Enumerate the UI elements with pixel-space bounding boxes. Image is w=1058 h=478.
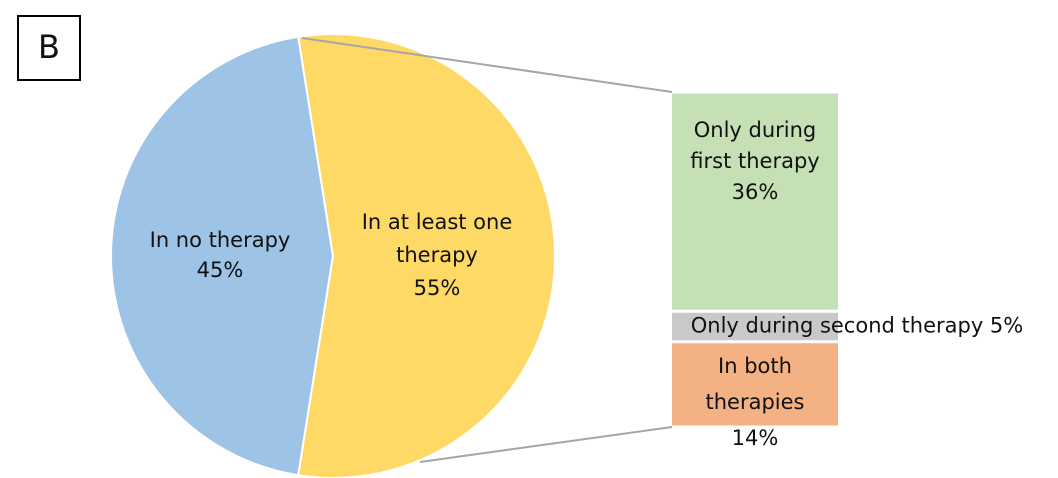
label-line: In at least one xyxy=(362,210,513,234)
connector xyxy=(301,37,673,93)
panel-box xyxy=(17,15,81,81)
data-label: In no therapy 45% xyxy=(150,228,291,282)
label-line: 14% xyxy=(732,426,779,450)
label-line: 36% xyxy=(732,180,779,204)
data-label: Only during second therapy 5% xyxy=(691,314,1023,338)
panel-label: B xyxy=(38,28,60,66)
label-line: therapies xyxy=(706,390,805,414)
data-label: Only during first therapy 36% xyxy=(690,118,819,204)
label-line: first therapy xyxy=(690,149,819,173)
pie-slice xyxy=(110,35,335,477)
bar-segment xyxy=(672,312,838,341)
label-line: In no therapy xyxy=(150,228,291,252)
bar-segment xyxy=(672,93,838,310)
pie-slice xyxy=(297,33,556,478)
label-line: Only during xyxy=(694,118,817,142)
data-label: In both therapies 14% xyxy=(706,354,805,450)
label-line: In both xyxy=(718,354,792,378)
label-line: therapy xyxy=(396,243,478,267)
bar-segment xyxy=(672,343,838,426)
connector xyxy=(419,426,673,463)
label-line: 55% xyxy=(414,276,461,300)
data-label: In at least one therapy 55% xyxy=(362,210,513,300)
label-line: 45% xyxy=(197,258,244,282)
